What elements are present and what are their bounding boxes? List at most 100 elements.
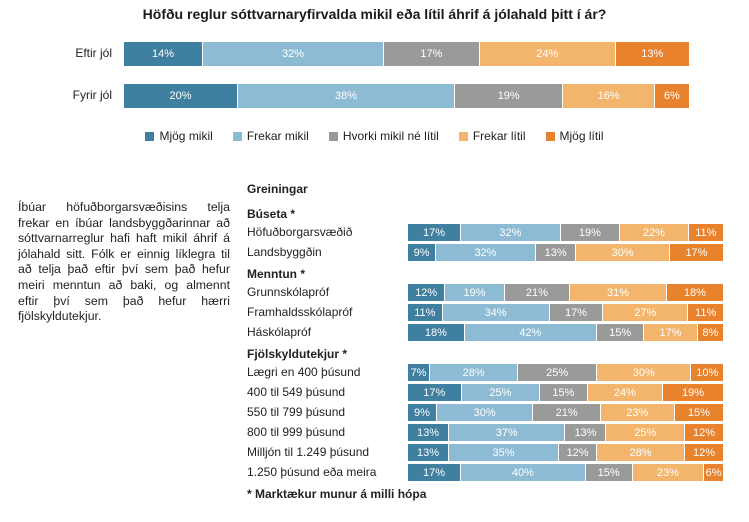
breakdown-g1-r1-bar: 17% 32% 19% 22% 11% xyxy=(408,224,723,241)
breakdown-g3-r4-segment-4: 25% xyxy=(606,424,686,441)
breakdown-g1-r1-segment-2: 32% xyxy=(461,224,561,241)
main-row-1-segment-1: 14% xyxy=(124,42,204,66)
breakdown-g2-r1-bar: 12% 19% 21% 31% 18% xyxy=(408,284,723,301)
breakdown-row-label: 400 til 549 þúsund xyxy=(247,385,346,399)
legend-item: Mjög mikil xyxy=(145,129,213,143)
breakdown-g3-r3-bar: 9% 30% 21% 23% 15% xyxy=(408,404,723,421)
breakdown-g3-r5-segment-1: 13% xyxy=(408,444,449,461)
breakdown-g3-r4-segment-1: 13% xyxy=(408,424,449,441)
breakdown-g2-r2-segment-1: 11% xyxy=(408,304,443,321)
main-row-1-segment-4: 24% xyxy=(479,42,616,66)
breakdown-g1-r2-segment-1: 9% xyxy=(408,244,437,261)
breakdown-g3-r2-segment-3: 15% xyxy=(540,384,588,401)
footnote: * Marktækur munur á milli hópa xyxy=(247,487,427,501)
breakdown-g3-r6-segment-1: 17% xyxy=(408,464,462,481)
breakdown-g3-r5-segment-2: 35% xyxy=(448,444,560,461)
breakdown-g2-r3-segment-3: 15% xyxy=(596,324,645,341)
breakdown-g3-r1-segment-5: 10% xyxy=(691,364,723,381)
breakdown-row-label: Lægri en 400 þúsund xyxy=(247,365,361,379)
legend-label: Frekar mikil xyxy=(246,129,309,143)
breakdown-g2-r1-segment-3: 21% xyxy=(504,284,571,301)
legend-item: Hvorki mikil né lítil xyxy=(328,129,439,143)
breakdown-row-label: Framhaldsskólapróf xyxy=(247,305,353,319)
breakdown-g3-r4-segment-5: 12% xyxy=(685,424,723,441)
breakdown-g3-r3-segment-4: 23% xyxy=(600,404,675,421)
breakdown-g3-r3-segment-3: 21% xyxy=(533,404,601,421)
breakdown-g3-r6-bar: 17% 40% 15% 23% 6% xyxy=(408,464,723,481)
legend-swatch xyxy=(545,131,555,141)
breakdown-g1-r2-segment-2: 32% xyxy=(436,244,536,261)
legend-item: Frekar lítil xyxy=(458,129,526,143)
breakdown-row-label: Háskólapróf xyxy=(247,325,312,339)
breakdown-g3-r1-segment-3: 25% xyxy=(518,364,597,381)
breakdown-g3-r2-bar: 17% 25% 15% 24% 19% xyxy=(408,384,723,401)
breakdown-g2-r3-segment-5: 8% xyxy=(697,324,723,341)
breakdown-g1-r1-segment-1: 17% xyxy=(408,224,462,241)
breakdown-row-label: 550 til 799 þúsund xyxy=(247,405,346,419)
legend-label: Frekar lítil xyxy=(472,129,526,143)
main-row-2-segment-1: 20% xyxy=(124,84,239,108)
legend: Mjög mikil Frekar mikil Hvorki mikil né lí… xyxy=(0,129,749,143)
breakdown-g3-r2-segment-2: 25% xyxy=(461,384,541,401)
breakdown-g2-r2-segment-2: 34% xyxy=(442,304,550,321)
summary-text: Íbúar höfuðborgarsvæðisins telja frekar … xyxy=(18,200,230,324)
breakdown-g3-r5-segment-4: 28% xyxy=(596,444,686,461)
breakdown-g1-r1-segment-3: 19% xyxy=(560,224,621,241)
legend-label: Mjög mikil xyxy=(159,129,213,143)
breakdown-g3-r3-segment-5: 15% xyxy=(674,404,723,421)
breakdown-g3-r2-segment-4: 24% xyxy=(587,384,664,401)
main-row-2-segment-3: 19% xyxy=(455,84,564,108)
main-row-1-bar: 14% 32% 17% 24% 13% xyxy=(124,42,689,66)
breakdown-g2-r1-segment-5: 18% xyxy=(666,284,723,301)
main-row-label: Fyrir jól xyxy=(72,88,112,102)
breakdown-g1-r2-segment-4: 30% xyxy=(576,244,670,261)
main-row-1-segment-2: 32% xyxy=(203,42,384,66)
main-row-label: Eftir jól xyxy=(75,46,112,60)
breakdown-g1-r1-segment-4: 22% xyxy=(620,224,689,241)
main-row-2-segment-2: 38% xyxy=(238,84,455,108)
breakdown-g1-r2-segment-5: 17% xyxy=(669,244,723,261)
breakdown-g3-r5-segment-5: 12% xyxy=(685,444,723,461)
group-title: Búseta * xyxy=(247,207,296,221)
legend-label: Mjög lítil xyxy=(559,129,604,143)
legend-item: Frekar mikil xyxy=(232,129,309,143)
breakdown-title: Greiningar xyxy=(247,182,308,196)
breakdown-g3-r3-segment-1: 9% xyxy=(408,404,437,421)
breakdown-g2-r1-segment-1: 12% xyxy=(408,284,446,301)
breakdown-g2-r2-segment-5: 11% xyxy=(688,304,723,321)
breakdown-g3-r4-bar: 13% 37% 13% 25% 12% xyxy=(408,424,723,441)
legend-swatch xyxy=(458,131,468,141)
breakdown-g3-r1-bar: 7% 28% 25% 30% 10% xyxy=(408,364,723,381)
breakdown-row-label: Höfuðborgarsvæðið xyxy=(247,225,353,239)
breakdown-g3-r2-segment-1: 17% xyxy=(408,384,462,401)
group-title: Fjölskyldutekjur * xyxy=(247,347,348,361)
legend-label: Hvorki mikil né lítil xyxy=(342,129,439,143)
chart-title: Höfðu reglur sóttvarnaryfirvalda mikil e… xyxy=(142,6,607,22)
breakdown-g2-r3-bar: 18% 42% 15% 17% 8% xyxy=(408,324,723,341)
breakdown-g3-r6-segment-2: 40% xyxy=(461,464,586,481)
breakdown-g3-r1-segment-2: 28% xyxy=(430,364,519,381)
breakdown-g3-r5-bar: 13% 35% 12% 28% 12% xyxy=(408,444,723,461)
legend-item: Mjög lítil xyxy=(545,129,604,143)
breakdown-g3-r1-segment-1: 7% xyxy=(408,364,431,381)
breakdown-g3-r2-segment-5: 19% xyxy=(663,384,723,401)
breakdown-g3-r6-segment-5: 6% xyxy=(704,464,723,481)
legend-swatch xyxy=(232,131,242,141)
breakdown-g2-r2-bar: 11% 34% 17% 27% 11% xyxy=(408,304,723,321)
breakdown-g2-r3-segment-1: 18% xyxy=(408,324,465,341)
breakdown-row-label: Milljón til 1.249 þúsund xyxy=(247,445,370,459)
breakdown-row-label: 800 til 999 þúsund xyxy=(247,425,346,439)
group-title: Menntun * xyxy=(247,267,305,281)
breakdown-g3-r5-segment-3: 12% xyxy=(559,444,597,461)
breakdown-g2-r3-segment-4: 17% xyxy=(644,324,698,341)
main-row-2-bar: 20% 38% 19% 16% 6% xyxy=(124,84,689,108)
breakdown-g3-r4-segment-3: 13% xyxy=(565,424,607,441)
breakdown-g3-r3-segment-2: 30% xyxy=(436,404,534,421)
breakdown-row-label: Grunnskólapróf xyxy=(247,285,330,299)
breakdown-g1-r2-segment-3: 13% xyxy=(535,244,577,261)
breakdown-g2-r2-segment-4: 27% xyxy=(603,304,689,321)
main-row-2-segment-4: 16% xyxy=(563,84,655,108)
breakdown-row-label: Landsbyggðin xyxy=(247,245,322,259)
breakdown-g3-r4-segment-2: 37% xyxy=(448,424,566,441)
legend-swatch xyxy=(328,131,338,141)
